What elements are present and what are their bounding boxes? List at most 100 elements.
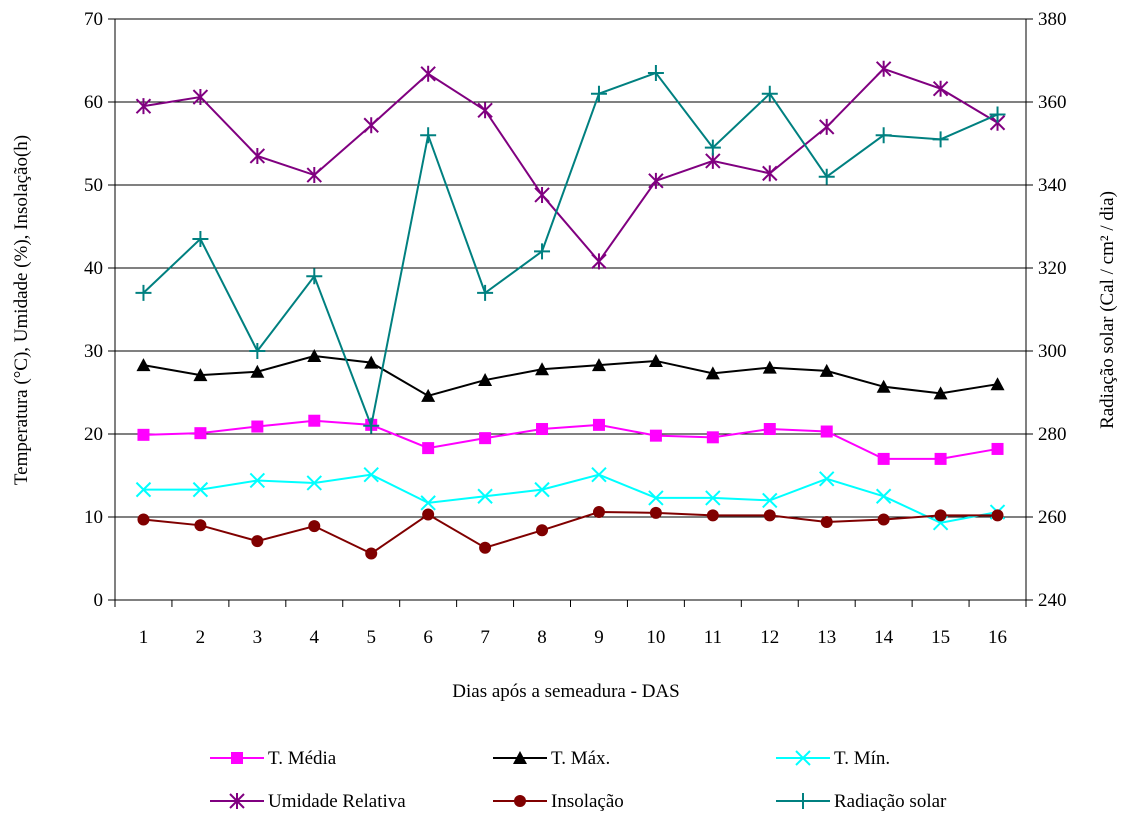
data-point [308, 414, 321, 427]
data-point [421, 388, 436, 402]
data-point [251, 535, 264, 548]
right-tick-label: 300 [1038, 341, 1067, 362]
left-tick-label: 0 [94, 590, 104, 611]
left-axis-title: Temperatura (°C), Umidade (%), Insolação… [11, 135, 32, 485]
right-tick-label: 340 [1038, 175, 1067, 196]
data-point [763, 509, 776, 522]
data-point [875, 60, 892, 77]
gridlines [115, 18, 1026, 518]
data-point [363, 466, 379, 483]
data-point [135, 481, 152, 498]
data-point [820, 515, 833, 528]
data-point [250, 364, 265, 378]
x-tick-label: 16 [988, 627, 1007, 648]
left-tick-label: 30 [84, 341, 103, 362]
data-point [648, 172, 664, 189]
data-point [647, 64, 664, 81]
data-point [820, 425, 833, 438]
legend-item: T. Média [210, 748, 337, 769]
data-point [363, 417, 380, 434]
legend-label: Umidade Relativa [268, 791, 406, 812]
x-tick-label: 11 [704, 627, 722, 648]
data-point [534, 243, 551, 260]
legend-label: Insolação [551, 791, 624, 812]
legend-item: T. Mín. [776, 748, 890, 769]
right-tick-label: 380 [1038, 9, 1067, 30]
data-point [932, 131, 949, 148]
data-point [933, 386, 948, 400]
data-point [249, 472, 266, 489]
series-2 [135, 466, 1006, 531]
legend-marker [514, 795, 526, 807]
data-point [877, 452, 890, 465]
right-tick-label: 280 [1038, 424, 1067, 445]
left-tick-label: 70 [84, 9, 103, 30]
data-point [819, 118, 835, 135]
data-point [990, 377, 1005, 391]
data-point [422, 442, 435, 455]
x-tick-label: 7 [480, 627, 490, 648]
data-point [706, 431, 719, 444]
x-tick-label: 3 [253, 627, 263, 648]
data-point [135, 284, 152, 301]
data-point [192, 230, 209, 247]
data-point [876, 379, 891, 393]
data-point [648, 490, 664, 506]
series-layer [135, 60, 1006, 560]
x-axis-ticks: 1 2 3 4 5 6 7 8 9 10 11 12 13 14 15 16 [114, 600, 1027, 648]
data-point [306, 167, 322, 184]
legend-marker [795, 793, 811, 809]
data-point [477, 284, 494, 301]
data-point [137, 428, 150, 441]
right-axis-ticks: 240 260 280 300 320 340 360 380 [1026, 9, 1067, 611]
data-point [251, 420, 264, 433]
data-point [762, 492, 778, 509]
data-point [306, 475, 322, 491]
data-point [591, 253, 607, 270]
series-4 [137, 506, 1004, 560]
data-point [704, 139, 721, 156]
data-point [307, 348, 322, 362]
legend-label: Radiação solar [834, 791, 947, 812]
x-tick-label: 10 [646, 627, 665, 648]
data-point [819, 363, 834, 377]
data-point [592, 418, 605, 431]
data-point [135, 98, 152, 115]
series-3 [135, 60, 1006, 270]
right-tick-label: 240 [1038, 590, 1067, 611]
data-point [420, 65, 436, 82]
x-tick-label: 6 [423, 627, 433, 648]
left-tick-label: 20 [84, 424, 103, 445]
legend-marker [795, 750, 811, 766]
data-point [989, 106, 1006, 123]
right-tick-label: 260 [1038, 507, 1067, 528]
x-tick-label: 13 [817, 627, 836, 648]
data-point [249, 147, 266, 164]
data-point [477, 488, 493, 504]
data-point [479, 432, 492, 445]
data-point [420, 127, 437, 144]
data-point [706, 509, 719, 522]
data-point [761, 85, 778, 102]
series-line [143, 473, 998, 524]
data-point [249, 343, 266, 359]
data-point [478, 373, 493, 387]
data-point [819, 471, 835, 487]
legend-marker [229, 793, 245, 809]
x-tick-label: 4 [310, 627, 320, 648]
data-point [194, 519, 207, 532]
data-point [934, 452, 947, 465]
legend-item: T. Máx. [493, 748, 610, 769]
x-axis-title: Dias após a semeadura - DAS [452, 681, 679, 702]
data-point [705, 490, 721, 506]
data-point [136, 358, 151, 372]
data-point [592, 506, 605, 519]
legend-label: T. Máx. [551, 748, 610, 769]
plot-frame [114, 19, 1027, 601]
data-point [762, 165, 778, 182]
legend-label: T. Média [268, 748, 337, 769]
data-point [194, 427, 207, 440]
data-point [193, 368, 208, 382]
data-point [420, 495, 436, 511]
data-point [364, 355, 379, 369]
